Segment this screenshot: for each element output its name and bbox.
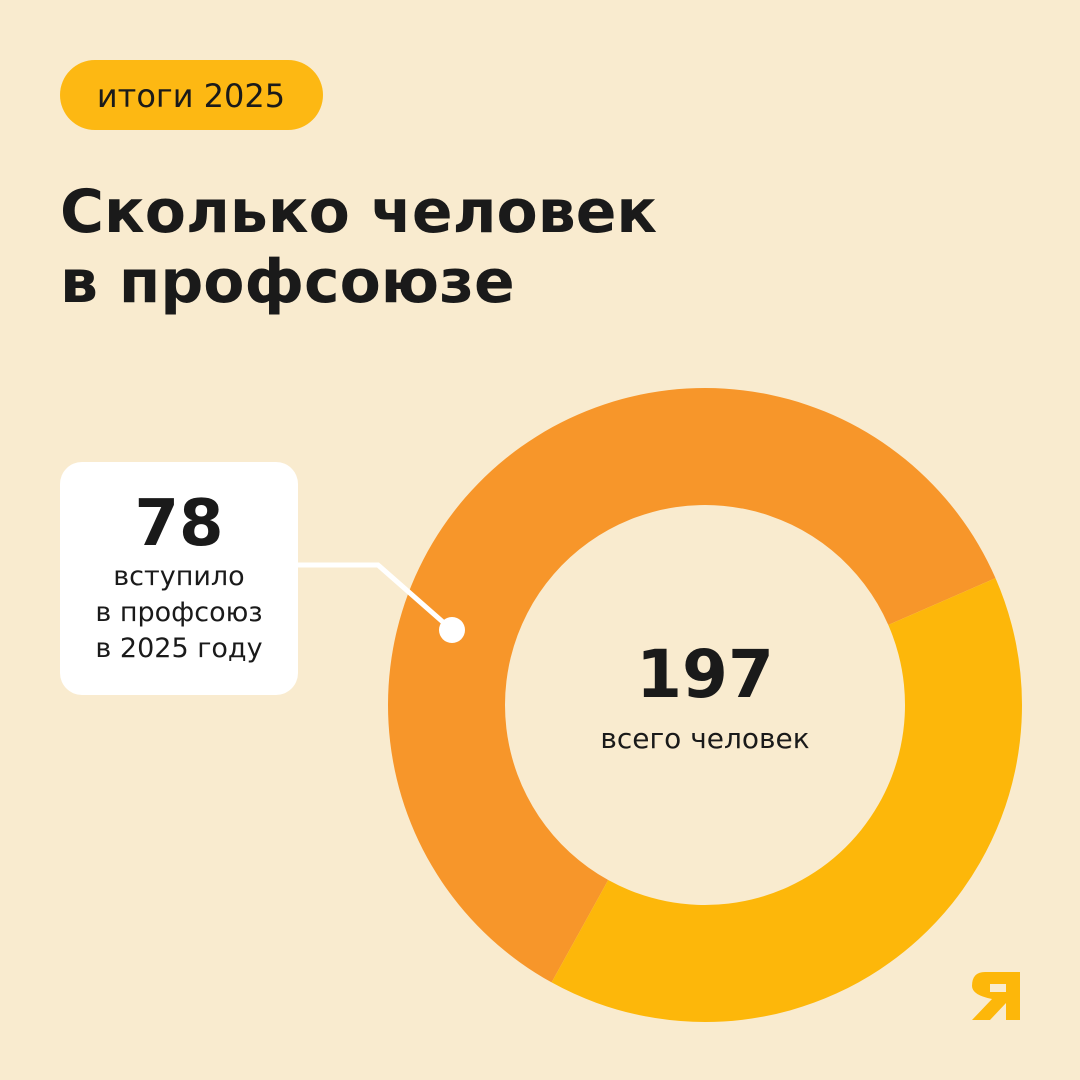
center-label: всего человек xyxy=(600,722,809,755)
callout-value: 78 xyxy=(134,487,223,561)
callout-text: в профсоюз xyxy=(95,597,262,628)
logo xyxy=(972,972,1020,1020)
callout-box xyxy=(60,462,298,695)
callout-line xyxy=(298,562,454,632)
donut xyxy=(388,388,1023,1023)
donut-segment xyxy=(551,578,1023,1023)
donut-segment xyxy=(388,388,996,983)
title-line: Сколько человек xyxy=(60,177,657,247)
callout-text: в 2025 году xyxy=(95,633,262,664)
tag: итоги 2025 xyxy=(97,77,285,115)
tag-pill xyxy=(60,60,323,130)
title-line: в профсоюзе xyxy=(60,247,515,317)
callout-text: вступило xyxy=(113,561,244,592)
callout-dot xyxy=(439,617,465,643)
center-value: 197 xyxy=(636,636,774,713)
